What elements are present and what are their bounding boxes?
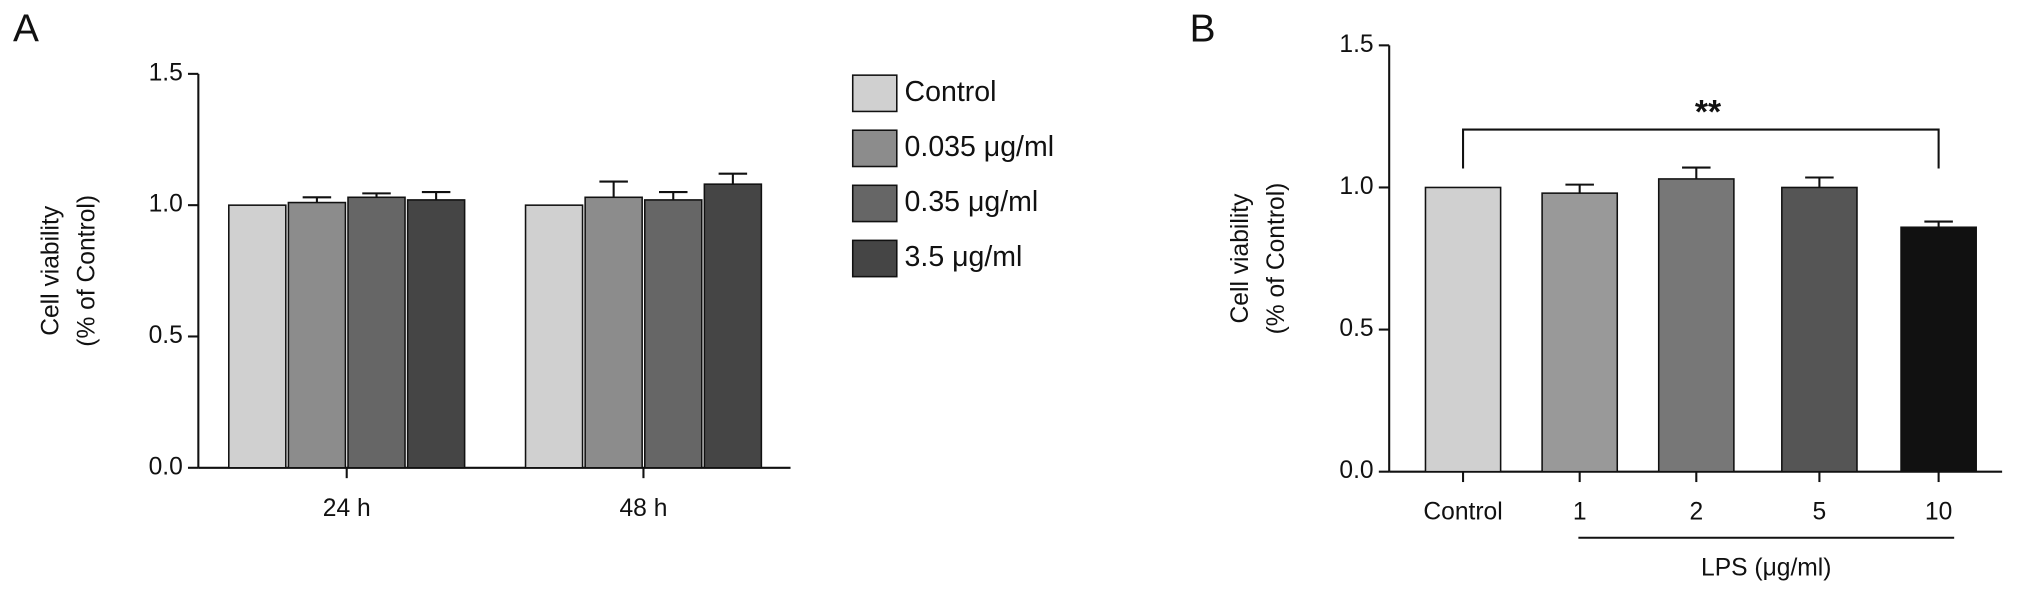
legend-swatch bbox=[851, 74, 898, 113]
legend-swatch bbox=[851, 239, 898, 278]
y-tick-label: 1.0 bbox=[149, 191, 183, 218]
bar bbox=[406, 199, 466, 469]
y-axis-label: (% of Control) bbox=[74, 195, 101, 347]
legend-label: Control bbox=[905, 76, 997, 108]
bar bbox=[287, 201, 347, 469]
x-tick-label: 24 h bbox=[323, 495, 371, 522]
x-tick-label: 48 h bbox=[620, 495, 668, 522]
y-axis-label: Cell viability bbox=[37, 205, 64, 336]
bar bbox=[1541, 192, 1619, 473]
bar bbox=[1781, 186, 1858, 473]
error-bar bbox=[1924, 220, 1953, 228]
error-bar bbox=[659, 191, 688, 200]
error-bar bbox=[421, 191, 451, 200]
bar bbox=[347, 196, 406, 469]
y-tick-label: 0.5 bbox=[149, 322, 183, 349]
error-bar bbox=[1565, 183, 1594, 194]
y-tick-label: 0.5 bbox=[1339, 315, 1373, 342]
bar bbox=[643, 199, 703, 469]
x-tick-label: 5 bbox=[1813, 499, 1827, 526]
x-tick-label: Control bbox=[1423, 499, 1502, 526]
bar bbox=[703, 183, 763, 469]
y-tick-label: 1.5 bbox=[1339, 31, 1373, 58]
x-tick-label: 2 bbox=[1689, 499, 1703, 526]
y-tick-label: 0.0 bbox=[1339, 457, 1373, 484]
bar bbox=[1657, 178, 1735, 473]
x-axis-label: LPS (μg/ml) bbox=[1701, 554, 1831, 581]
y-axis-label: Cell viability bbox=[1227, 193, 1254, 324]
x-tick-label: 1 bbox=[1573, 499, 1587, 526]
legend-label: 3.5 μg/ml bbox=[905, 241, 1023, 273]
legend-swatch bbox=[851, 184, 898, 223]
bar bbox=[584, 196, 643, 469]
error-bar bbox=[362, 192, 391, 198]
annotation: ** bbox=[1695, 94, 1722, 131]
y-axis-label: (% of Control) bbox=[1263, 183, 1290, 335]
legend-swatch bbox=[851, 129, 898, 168]
error-bar bbox=[1805, 176, 1834, 188]
y-tick-label: 1.0 bbox=[1339, 173, 1373, 200]
legend-label: 0.035 μg/ml bbox=[905, 131, 1055, 163]
bar bbox=[228, 204, 287, 469]
significance-bracket bbox=[1462, 128, 1940, 169]
panel-label: B bbox=[1190, 7, 1216, 50]
panel-label: A bbox=[13, 7, 39, 50]
error-bar bbox=[302, 196, 332, 203]
error-bar bbox=[1682, 166, 1711, 179]
bar bbox=[1424, 186, 1502, 473]
y-tick-label: 0.0 bbox=[149, 453, 183, 480]
y-tick-label: 1.5 bbox=[149, 59, 183, 86]
legend-label: 0.35 μg/ml bbox=[905, 186, 1039, 218]
x-tick-label: 10 bbox=[1925, 499, 1952, 526]
bar bbox=[1900, 226, 1977, 473]
error-bar bbox=[599, 180, 628, 198]
error-bar bbox=[718, 172, 748, 185]
bar bbox=[524, 204, 584, 469]
